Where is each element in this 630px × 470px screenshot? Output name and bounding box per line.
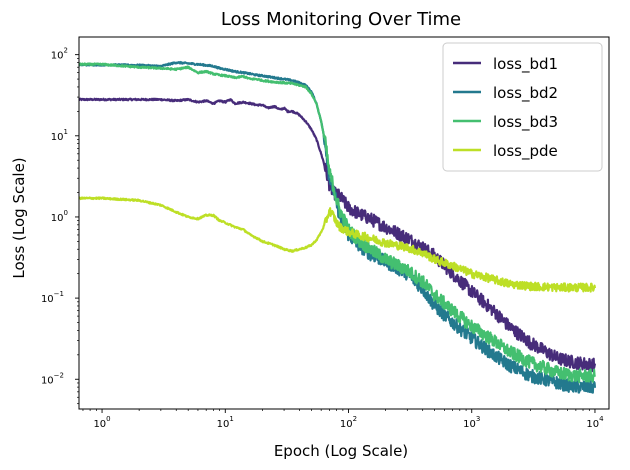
plot-area — [79, 60, 597, 394]
x-tick-label: 101 — [217, 415, 234, 430]
x-tick-label: 104 — [586, 415, 604, 430]
legend-box — [442, 42, 603, 172]
x-tick-label: 100 — [93, 415, 110, 430]
y-tick-label: 102 — [51, 47, 68, 62]
series-lines — [79, 60, 597, 394]
legend-label-loss_pde: loss_pde — [493, 142, 558, 161]
chart-title: Loss Monitoring Over Time — [221, 9, 461, 30]
legend-label-loss_bd3: loss_bd3 — [493, 113, 558, 132]
series-line-loss_bd3 — [79, 62, 596, 384]
legend: loss_bd1 loss_bd2 loss_bd3 loss_pde — [442, 42, 603, 172]
series-line-loss_bd1 — [79, 97, 597, 373]
y-tick-label: 10−2 — [41, 371, 64, 386]
series-line-loss_bd2 — [79, 60, 597, 394]
x-tick-label: 103 — [463, 415, 480, 430]
legend-label-loss_bd2: loss_bd2 — [493, 84, 558, 103]
x-axis-label: Epoch (Log Scale) — [274, 442, 408, 460]
y-axis-label: Loss (Log Scale) — [10, 157, 28, 278]
x-tick-label: 102 — [340, 415, 357, 430]
y-tick-label: 100 — [51, 209, 68, 224]
plot-frame — [78, 36, 610, 410]
legend-label-loss_bd1: loss_bd1 — [493, 55, 558, 74]
axes: 100 101 102 103 104 10−2 10−1 100 101 102 — [41, 36, 610, 430]
y-tick-label: 10−1 — [41, 290, 64, 305]
series-line-loss_pde — [79, 196, 597, 293]
y-tick-label: 101 — [51, 128, 68, 143]
